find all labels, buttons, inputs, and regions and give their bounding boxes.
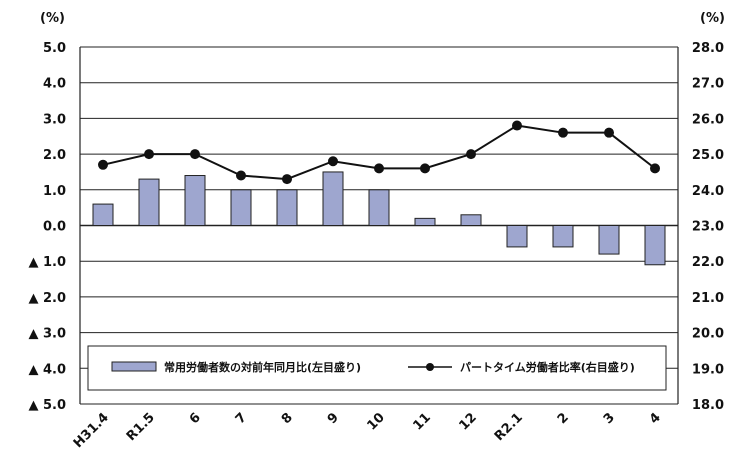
right-axis-ticks: 28.0 27.0 26.0 25.0 24.0 23.0 22.0 21.0 20.0 19.0… bbox=[692, 41, 724, 413]
right-axis-unit: (%) bbox=[700, 11, 725, 26]
left-tick-label: ▲ 2.0 bbox=[28, 291, 66, 306]
bar bbox=[460, 214, 482, 226]
bar bbox=[138, 178, 160, 226]
legend-bar-swatch bbox=[111, 361, 157, 372]
right-tick-label: 18.0 bbox=[692, 398, 724, 413]
right-tick-label: 27.0 bbox=[692, 77, 724, 92]
left-tick-label: ▲ 3.0 bbox=[28, 327, 66, 342]
line-series bbox=[98, 120, 660, 185]
right-tick-label: 20.0 bbox=[692, 327, 724, 342]
right-tick-label: 22.0 bbox=[692, 255, 724, 270]
legend-line-label: パートタイム労働者比率(右目盛り) bbox=[460, 360, 635, 374]
left-tick-label: 2.0 bbox=[43, 148, 66, 163]
x-axis-ticks: H31.4 R1.5 6 7 8 9 10 11 12 R2.1 2 3 4 bbox=[71, 410, 664, 449]
right-tick-label: 25.0 bbox=[692, 148, 724, 163]
bar bbox=[230, 189, 252, 227]
right-tick-label: 21.0 bbox=[692, 291, 724, 306]
x-tick-label: R2.1 bbox=[492, 410, 526, 444]
left-tick-label: 1.0 bbox=[43, 184, 66, 199]
legend-box bbox=[87, 345, 667, 391]
bar bbox=[598, 225, 620, 255]
x-tick-label: 10 bbox=[364, 410, 387, 433]
right-tick-label: 24.0 bbox=[692, 184, 724, 199]
bar bbox=[184, 175, 206, 227]
line-point bbox=[328, 156, 338, 167]
bar bbox=[322, 171, 344, 226]
line-point bbox=[98, 159, 108, 170]
left-tick-label: ▲ 5.0 bbox=[28, 398, 66, 413]
bar bbox=[368, 189, 390, 227]
left-axis-ticks: 5.0 4.0 3.0 2.0 1.0 0.0 ▲ 1.0 ▲ 2.0 ▲ 3.0 ▲ 4.0 ▲ … bbox=[28, 41, 66, 413]
x-tick-label: 9 bbox=[325, 410, 342, 427]
line-point bbox=[282, 174, 292, 185]
right-tick-label: 19.0 bbox=[692, 362, 724, 377]
left-axis-unit: (%) bbox=[40, 11, 65, 26]
left-tick-label: 5.0 bbox=[43, 41, 66, 56]
left-tick-label: ▲ 1.0 bbox=[28, 255, 66, 270]
x-tick-label: H31.4 bbox=[71, 410, 112, 449]
left-tick-label: ▲ 4.0 bbox=[28, 362, 66, 377]
bar bbox=[414, 217, 436, 227]
x-tick-label: 7 bbox=[233, 410, 250, 427]
bar bbox=[276, 189, 298, 227]
right-tick-label: 23.0 bbox=[692, 220, 724, 235]
x-tick-label: 2 bbox=[555, 410, 572, 427]
line-point bbox=[144, 149, 154, 160]
line-point bbox=[190, 149, 200, 160]
x-tick-label: 6 bbox=[187, 410, 204, 427]
x-tick-label: 4 bbox=[647, 410, 664, 427]
bar bbox=[644, 225, 666, 266]
right-tick-label: 28.0 bbox=[692, 41, 724, 56]
x-tick-label: 12 bbox=[456, 410, 479, 433]
line-point bbox=[374, 163, 384, 174]
bar-series bbox=[92, 171, 666, 266]
line-point bbox=[604, 127, 614, 138]
x-tick-label: 8 bbox=[279, 410, 296, 427]
bar bbox=[552, 225, 574, 248]
left-tick-label: 4.0 bbox=[43, 77, 66, 92]
legend-bar-label: 常用労働者数の対前年同月比(左目盛り) bbox=[164, 360, 361, 374]
legend-line-marker bbox=[426, 363, 434, 371]
line-point bbox=[236, 170, 246, 181]
line-point bbox=[420, 163, 430, 174]
line-point bbox=[512, 120, 522, 131]
left-tick-label: 0.0 bbox=[43, 220, 66, 235]
bar bbox=[506, 225, 528, 248]
right-tick-label: 26.0 bbox=[692, 112, 724, 127]
line-point bbox=[558, 127, 568, 138]
line-point bbox=[466, 149, 476, 160]
line-point bbox=[650, 163, 660, 174]
bar bbox=[92, 203, 114, 227]
x-tick-label: 11 bbox=[410, 410, 433, 433]
x-tick-label: R1.5 bbox=[124, 410, 158, 444]
left-tick-label: 3.0 bbox=[43, 112, 66, 127]
x-tick-label: 3 bbox=[601, 410, 618, 427]
legend: 常用労働者数の対前年同月比(左目盛り) パートタイム労働者比率(右目盛り) bbox=[87, 345, 667, 391]
